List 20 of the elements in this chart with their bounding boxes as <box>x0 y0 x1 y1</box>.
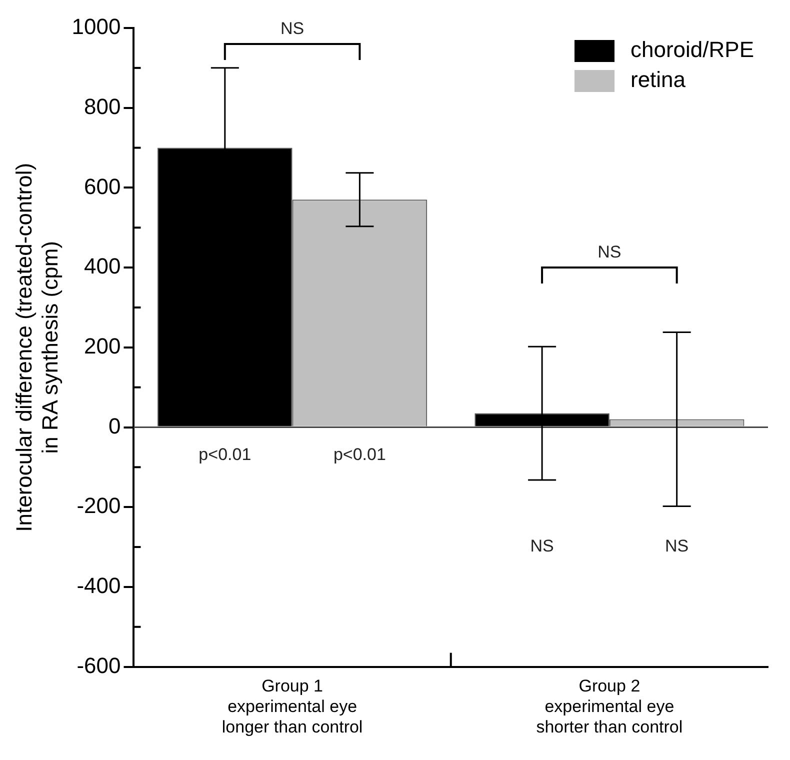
annotation: p<0.01 <box>198 444 252 464</box>
legend-label: retina <box>630 67 686 92</box>
y-tick-label: -200 <box>76 493 121 518</box>
y-tick-label: -400 <box>76 573 121 598</box>
annotation: p<0.01 <box>333 444 386 464</box>
annotation: NS <box>280 19 304 38</box>
annotation: NS <box>665 536 689 556</box>
y-tick-label: 600 <box>84 174 121 199</box>
x-tick-label: Group 2 experimental eye shorter than control <box>536 676 683 736</box>
y-tick-label: 400 <box>84 254 121 279</box>
annotation: NS <box>530 536 554 556</box>
legend-label: choroid/RPE <box>630 37 754 62</box>
y-tick-label: 200 <box>84 333 121 358</box>
y-tick-label: 1000 <box>72 14 121 40</box>
y-tick-label: 0 <box>108 413 121 438</box>
y-tick-label: -600 <box>76 652 121 678</box>
x-tick-label: Group 1 experimental eye longer than control <box>222 676 363 736</box>
y-tick-label: 800 <box>84 94 121 119</box>
annotation: NS <box>598 242 622 262</box>
y-axis-title: Interocular difference (treated-control) in RA synthesis (cpm) <box>11 162 63 532</box>
